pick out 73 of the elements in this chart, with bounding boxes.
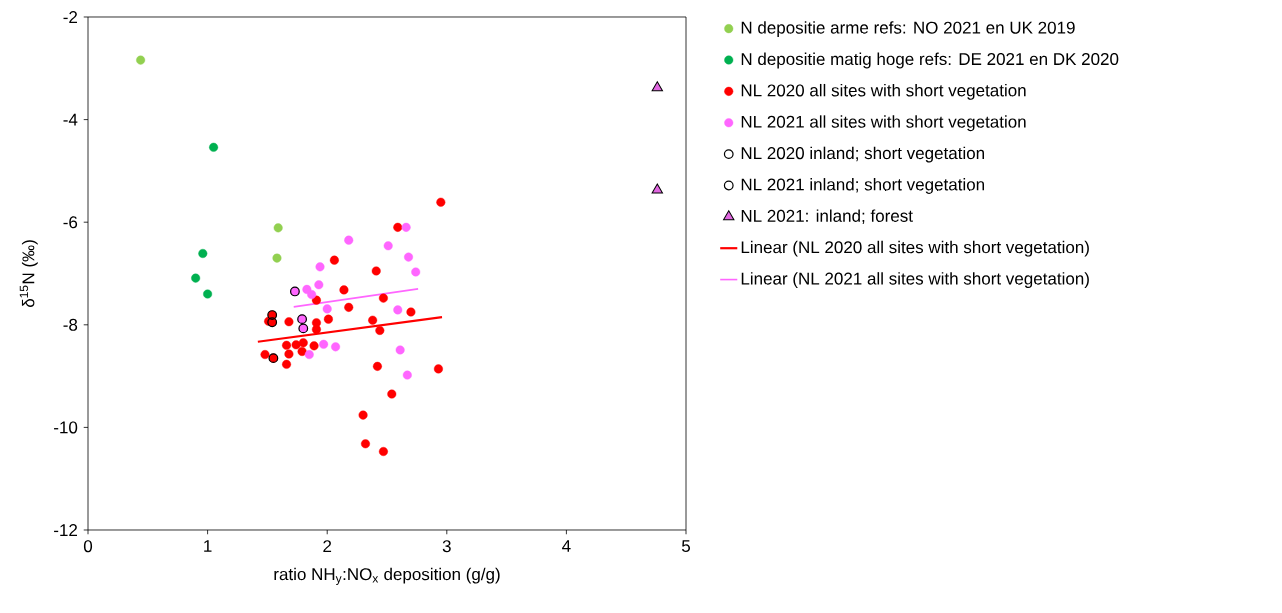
y-axis-title: δ$^{15}$N (‰) — [19, 240, 38, 308]
point — [298, 338, 308, 348]
point — [344, 235, 354, 245]
point — [651, 183, 663, 194]
x-tick-label: 3 — [442, 540, 451, 553]
point — [433, 364, 443, 374]
point — [191, 273, 201, 283]
legend-label: N depositie arme refs: NO 2021 en UK 2019 — [741, 21, 1075, 38]
legend-label: N depositie matig hoge refs: DE 2021 en DK 2020 — [741, 52, 1119, 69]
point — [368, 315, 378, 325]
point — [282, 340, 292, 350]
point — [136, 55, 146, 65]
point — [375, 325, 385, 335]
point — [307, 290, 317, 300]
point — [323, 314, 333, 324]
point — [402, 370, 412, 380]
point — [329, 255, 339, 265]
point — [304, 350, 314, 360]
legend-label: Linear (NL 2020 all sites with short vegetation) — [741, 240, 1089, 257]
point — [378, 293, 388, 303]
point — [260, 350, 270, 360]
point — [360, 439, 370, 449]
point — [371, 266, 381, 276]
legend-label: NL 2021 all sites with short vegetation — [741, 115, 1026, 132]
y-tick-label: -6 — [63, 216, 78, 229]
legend-label: NL 2020 all sites with short vegetation — [741, 83, 1026, 100]
point — [344, 302, 354, 312]
legend-label: NL 2020 inland; short vegetation — [741, 146, 985, 163]
y-tick-label: -8 — [63, 318, 78, 331]
point — [203, 289, 213, 299]
point — [273, 223, 283, 233]
y-tick-label: -2 — [63, 11, 78, 23]
point — [339, 285, 349, 295]
legend-label: NL 2021 inland; short vegetation — [741, 178, 985, 194]
point — [378, 447, 388, 457]
point — [404, 252, 414, 262]
point — [322, 304, 332, 314]
point — [272, 253, 282, 263]
point — [406, 307, 416, 317]
point — [651, 81, 663, 92]
point — [314, 280, 324, 290]
x-axis-title: ratio NH$_{y}$:NO$_{x}$ deposition (g/g) — [274, 567, 500, 586]
point — [411, 267, 421, 277]
point — [387, 389, 397, 399]
point — [297, 346, 307, 356]
point — [331, 342, 341, 352]
point — [198, 248, 208, 258]
y-tick-label: -10 — [54, 421, 78, 434]
y-tick-label: -12 — [54, 524, 77, 536]
point — [309, 341, 319, 351]
point — [311, 295, 321, 305]
x-tick-label: 0 — [83, 540, 93, 553]
point — [393, 222, 403, 232]
x-tick-label: 1 — [204, 540, 212, 552]
legend-label: NL 2021: inland; forest — [741, 209, 913, 224]
point — [284, 349, 294, 359]
point — [209, 142, 219, 152]
y-tick-label: -4 — [63, 113, 78, 126]
legend-label: Linear (NL 2021 all sites with short vegetation) — [741, 272, 1089, 288]
point — [383, 241, 393, 251]
point — [282, 359, 292, 369]
point — [395, 345, 405, 355]
point — [393, 305, 403, 315]
point — [284, 317, 294, 327]
point — [401, 222, 411, 232]
x-tick-label: 2 — [323, 540, 332, 552]
point — [358, 410, 368, 420]
point — [436, 197, 446, 207]
point — [319, 339, 329, 349]
x-tick-label: 4 — [562, 540, 571, 552]
point — [372, 361, 382, 371]
point — [315, 262, 325, 272]
x-tick-label: 5 — [681, 540, 691, 552]
